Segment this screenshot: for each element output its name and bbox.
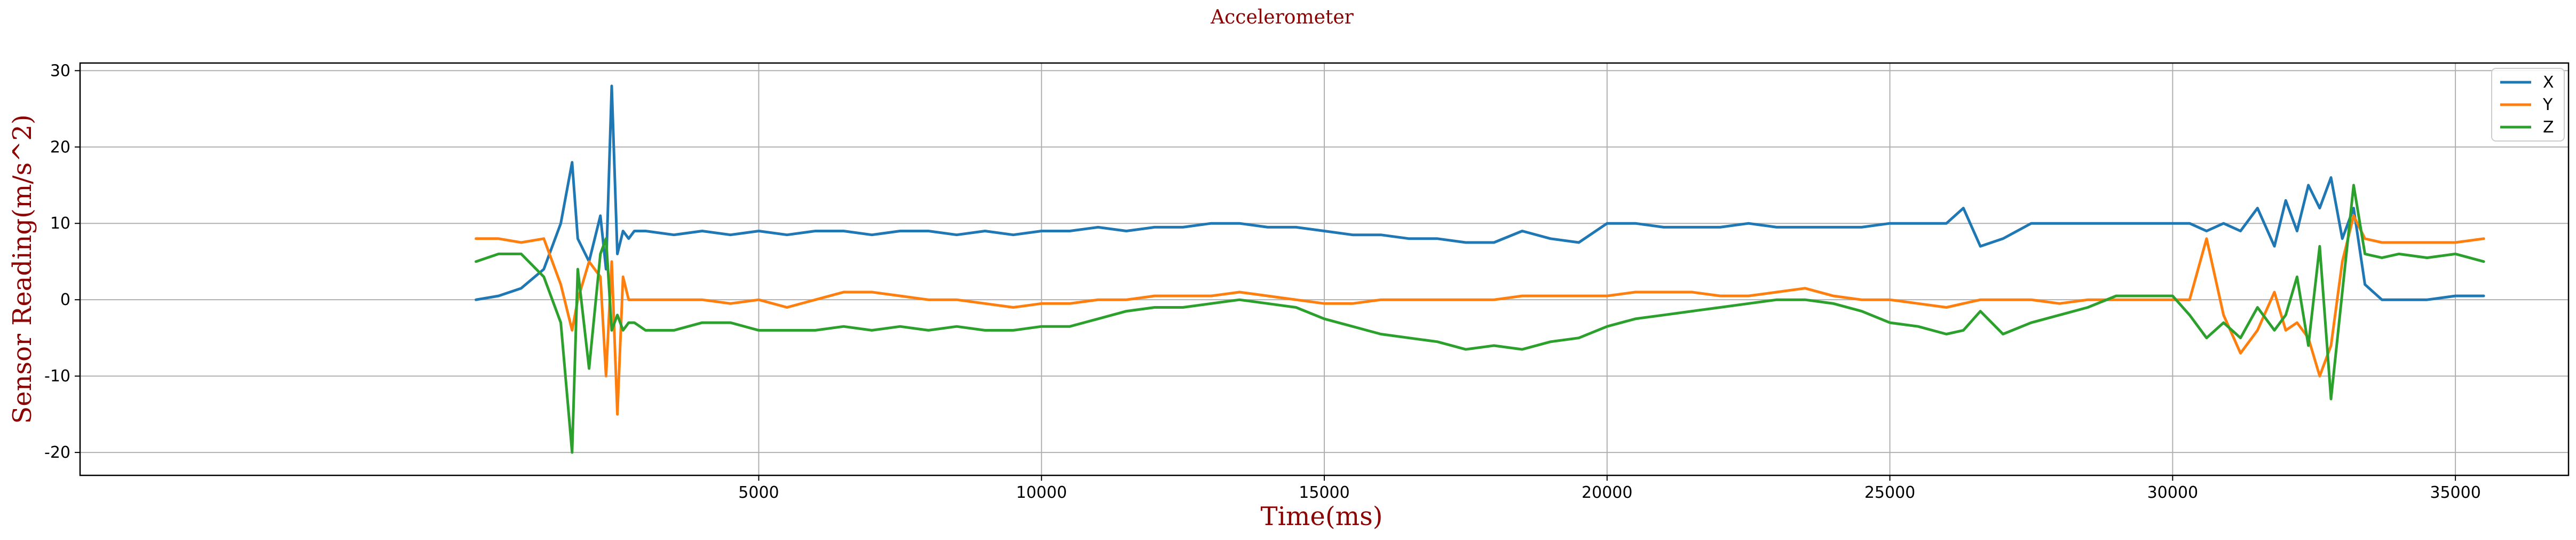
series-lines xyxy=(475,84,2485,454)
legend: X Y Z xyxy=(2491,68,2565,142)
y-tick-label: 0 xyxy=(60,291,70,309)
y-tick-label: 10 xyxy=(50,214,70,233)
x-tick-label: 25000 xyxy=(1864,483,1915,502)
y-tick-label: 30 xyxy=(50,61,70,80)
y-axis-label: Sensor Reading(m/s^2) xyxy=(7,114,37,424)
x-tick-label: 35000 xyxy=(2430,483,2480,502)
legend-label-x: X xyxy=(2543,73,2554,92)
x-tick-label: 5000 xyxy=(738,483,779,502)
axis-ticks: 5000 10000 15000 20000 25000 30000 35000 -20 -10… xyxy=(44,61,2481,502)
x-tick-label: 10000 xyxy=(1016,483,1067,502)
legend-label-z: Z xyxy=(2543,118,2554,137)
x-tick-label: 30000 xyxy=(2147,483,2198,502)
x-tick-label: 15000 xyxy=(1299,483,1349,502)
y-tick-label: 20 xyxy=(50,138,70,156)
x-axis-label: Time(ms) xyxy=(1261,502,1383,531)
series-line-x xyxy=(475,84,2485,301)
y-tick-label: -20 xyxy=(44,443,70,462)
chart-title: Accelerometer xyxy=(1210,6,1354,28)
series-line-y xyxy=(475,214,2485,416)
legend-label-y: Y xyxy=(2542,96,2553,114)
x-tick-label: 20000 xyxy=(1582,483,1632,502)
y-tick-label: -10 xyxy=(44,367,70,386)
series-line-z xyxy=(475,184,2485,454)
